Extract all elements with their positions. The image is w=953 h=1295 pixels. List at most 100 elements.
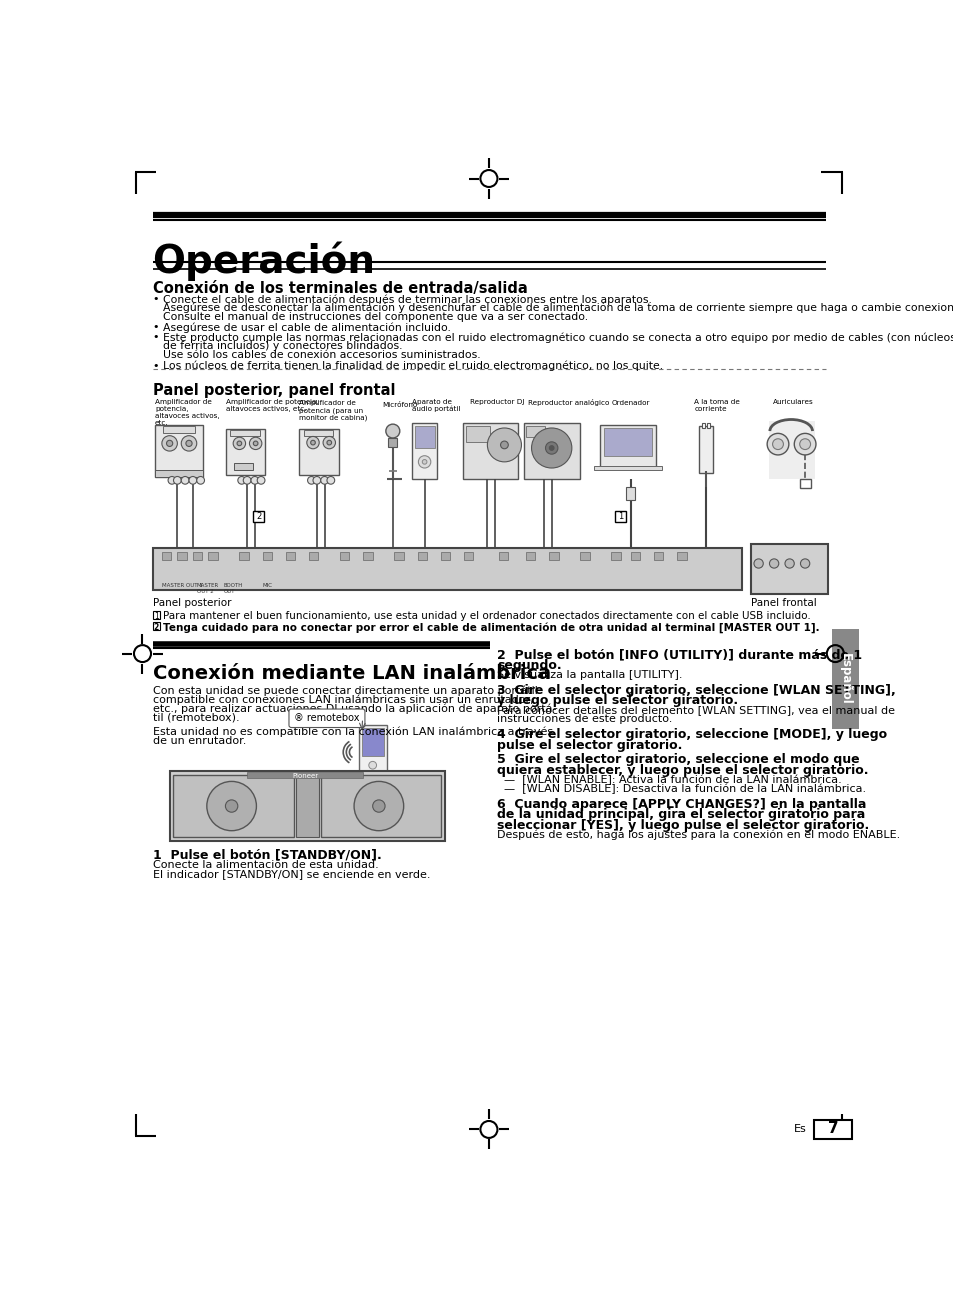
Text: 2  Pulse el botón [INFO (UTILITY)] durante más de 1: 2 Pulse el botón [INFO (UTILITY)] durant… xyxy=(497,649,862,662)
Bar xyxy=(611,552,620,559)
Circle shape xyxy=(186,440,192,447)
Bar xyxy=(706,423,709,427)
Text: MASTER OUT 1: MASTER OUT 1 xyxy=(162,583,202,588)
Text: Panel posterior: Panel posterior xyxy=(152,598,231,609)
Bar xyxy=(247,772,363,777)
Text: til (remotebox).: til (remotebox). xyxy=(152,712,239,723)
Text: Después de esto, haga los ajustes para la conexión en el modo ENABLE.: Después de esto, haga los ajustes para l… xyxy=(497,830,900,840)
Circle shape xyxy=(549,445,554,451)
Text: 1: 1 xyxy=(154,613,158,622)
Bar xyxy=(415,426,435,448)
Bar xyxy=(162,426,195,433)
Bar xyxy=(768,421,815,479)
Circle shape xyxy=(307,436,319,449)
Circle shape xyxy=(545,442,558,455)
Bar xyxy=(320,776,440,837)
Bar xyxy=(152,622,160,629)
Bar xyxy=(162,552,171,559)
Circle shape xyxy=(799,439,810,449)
Bar xyxy=(295,776,319,837)
Text: Panel posterior, panel frontal: Panel posterior, panel frontal xyxy=(152,382,395,398)
Text: Operación: Operación xyxy=(152,242,375,281)
Bar xyxy=(388,438,397,447)
Bar xyxy=(173,776,294,837)
Text: seleccionar [YES], y luego pulse el selector giratorio.: seleccionar [YES], y luego pulse el sele… xyxy=(497,820,869,833)
Text: Para conocer detalles del elemento [WLAN SETTING], vea el manual de: Para conocer detalles del elemento [WLAN… xyxy=(497,706,895,715)
Text: Ordenador: Ordenador xyxy=(611,400,649,407)
Bar xyxy=(193,552,202,559)
Bar xyxy=(464,552,473,559)
Circle shape xyxy=(173,477,181,484)
Bar xyxy=(440,552,450,559)
Circle shape xyxy=(753,559,762,569)
Text: A la toma de
corriente: A la toma de corriente xyxy=(694,399,740,412)
Bar xyxy=(523,423,579,479)
Text: Reproductor analógico: Reproductor analógico xyxy=(527,399,608,405)
Text: quiera establecer, y luego pulse el selector giratorio.: quiera establecer, y luego pulse el sele… xyxy=(497,764,868,777)
Bar xyxy=(525,426,545,438)
Bar xyxy=(813,1120,852,1138)
Circle shape xyxy=(323,436,335,449)
Bar xyxy=(466,426,489,442)
Circle shape xyxy=(237,477,245,484)
Text: 6  Cuando aparece [APPLY CHANGES?] en la pantalla: 6 Cuando aparece [APPLY CHANGES?] en la … xyxy=(497,798,866,811)
Text: Esta unidad no es compatible con la conexión LAN inalámbrica a través: Esta unidad no es compatible con la cone… xyxy=(152,726,552,737)
Text: Auriculares: Auriculares xyxy=(772,399,813,405)
Bar xyxy=(394,552,403,559)
Circle shape xyxy=(162,435,177,451)
Text: Micrófono: Micrófono xyxy=(382,401,417,408)
Bar xyxy=(309,552,318,559)
Bar xyxy=(579,552,589,559)
Text: 1  Pulse el botón [STANDBY/ON].: 1 Pulse el botón [STANDBY/ON]. xyxy=(152,848,381,861)
Circle shape xyxy=(487,427,521,462)
Text: Este producto cumple las normas relacionadas con el ruido electromagnético cuand: Este producto cumple las normas relacion… xyxy=(163,333,953,343)
Circle shape xyxy=(327,477,335,484)
Text: 3  Gire el selector giratorio, seleccione [WLAN SETTING],: 3 Gire el selector giratorio, seleccione… xyxy=(497,684,895,697)
Circle shape xyxy=(766,434,788,455)
Circle shape xyxy=(354,781,403,830)
Text: instrucciones de este producto.: instrucciones de este producto. xyxy=(497,715,672,724)
Text: Conecte el cable de alimentación después de terminar las conexiones entre los ap: Conecte el cable de alimentación después… xyxy=(163,294,652,304)
Text: 2: 2 xyxy=(153,623,159,632)
Text: Es: Es xyxy=(793,1124,805,1134)
Bar xyxy=(498,552,508,559)
Bar xyxy=(152,611,160,619)
Bar xyxy=(286,552,294,559)
Text: Para mantener el buen funcionamiento, use esta unidad y el ordenador conectados : Para mantener el buen funcionamiento, us… xyxy=(163,611,810,622)
Bar xyxy=(253,512,264,522)
Text: de un enrutador.: de un enrutador. xyxy=(152,736,246,746)
Circle shape xyxy=(207,781,256,830)
Text: Se visualiza la pantalla [UTILITY].: Se visualiza la pantalla [UTILITY]. xyxy=(497,670,682,680)
Bar xyxy=(462,423,517,479)
Bar xyxy=(599,425,655,467)
Text: 2: 2 xyxy=(255,512,261,521)
Text: 7: 7 xyxy=(827,1121,838,1136)
Bar xyxy=(262,552,272,559)
Bar xyxy=(226,429,265,475)
Bar xyxy=(417,552,427,559)
Bar xyxy=(750,544,827,594)
Bar xyxy=(152,548,740,591)
Circle shape xyxy=(181,477,189,484)
Bar xyxy=(177,552,187,559)
Text: Conexión mediante LAN inalámbrica: Conexión mediante LAN inalámbrica xyxy=(152,663,550,682)
Text: 5  Gire el selector giratorio, seleccione el modo que: 5 Gire el selector giratorio, seleccione… xyxy=(497,752,860,765)
Text: Asegúrese de usar el cable de alimentación incluido.: Asegúrese de usar el cable de alimentaci… xyxy=(163,322,451,333)
Text: de ferrita incluidos) y conectores blindados.: de ferrita incluidos) y conectores blind… xyxy=(163,342,402,351)
Text: BOOTH
OUT: BOOTH OUT xyxy=(224,583,243,593)
Circle shape xyxy=(168,477,175,484)
Circle shape xyxy=(385,425,399,438)
Bar xyxy=(677,552,686,559)
Bar xyxy=(799,479,810,488)
Text: pulse el selector giratorio.: pulse el selector giratorio. xyxy=(497,739,682,752)
Text: •: • xyxy=(152,294,159,304)
Circle shape xyxy=(500,442,508,449)
Text: etc., para realizar actuaciones DJ usando la aplicación de aparato portá-: etc., para realizar actuaciones DJ usand… xyxy=(152,703,556,714)
Bar xyxy=(170,772,444,840)
Circle shape xyxy=(233,438,245,449)
Text: Panel frontal: Panel frontal xyxy=(750,598,816,609)
Bar xyxy=(654,552,662,559)
Circle shape xyxy=(251,477,258,484)
Bar xyxy=(303,430,333,435)
Circle shape xyxy=(320,477,328,484)
